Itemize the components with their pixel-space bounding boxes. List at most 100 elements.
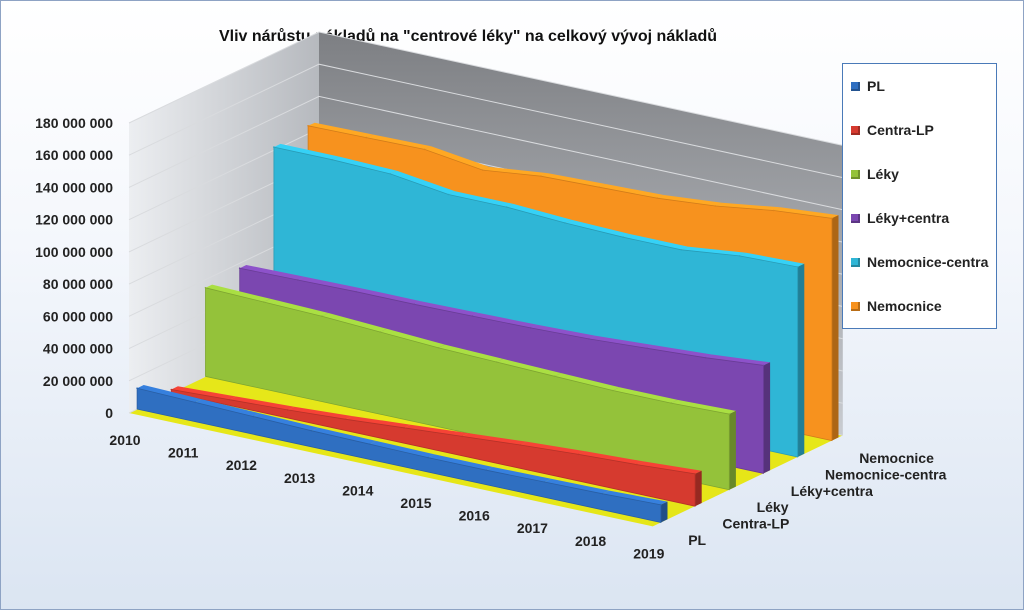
x-tick-label: 2011 [168, 445, 199, 461]
y-tick-label: 80 000 000 [43, 276, 113, 292]
data-point [636, 463, 638, 466]
chart-title: Vliv nárůstu nákladů na "centrové léky" … [219, 28, 717, 45]
data-point [519, 444, 522, 446]
legend: PL Centra-LP Léky Léky+centra Nemocnice-cent… [842, 63, 997, 329]
series-top-segment [681, 246, 747, 256]
data-point [772, 209, 775, 212]
data-point [355, 290, 357, 293]
series-PL [136, 385, 668, 523]
series-top-segment [345, 416, 411, 428]
series-top-segment [229, 396, 295, 410]
data-point [481, 169, 484, 171]
legend-swatch [851, 169, 860, 179]
data-point [427, 456, 429, 459]
data-point [612, 389, 614, 392]
data-point [365, 136, 368, 139]
series-top-segment [205, 284, 271, 302]
series-top-segment [578, 451, 644, 465]
data-point [505, 206, 508, 208]
y-tick-label: 20 000 000 [43, 373, 113, 389]
data-point [369, 443, 371, 446]
data-point [423, 148, 426, 151]
data-point [598, 186, 600, 188]
legend-item: Nemocnice [851, 298, 942, 314]
legend-label: Nemocnice [867, 298, 942, 314]
series-top-segment [544, 478, 610, 494]
data-point [331, 158, 333, 161]
series-top-segment [462, 433, 528, 445]
data-point [286, 409, 289, 411]
data-point [461, 435, 464, 438]
series-top-segment [540, 173, 606, 188]
y-tick-label: 140 000 000 [35, 179, 113, 195]
legend-item: Léky+centra [851, 210, 949, 226]
x-tick-label: 2013 [284, 470, 315, 486]
y-tick-label: 100 000 000 [35, 244, 113, 260]
data-point [553, 375, 556, 378]
data-point [738, 255, 741, 257]
series-top-segment [520, 441, 586, 455]
data-point [495, 361, 498, 363]
data-point [262, 301, 265, 303]
series-top-segment [414, 301, 480, 317]
series-top-segment [612, 387, 678, 404]
data-point [704, 356, 707, 359]
legend-label: Centra-LP [867, 122, 934, 138]
data-point [529, 327, 532, 329]
x-tick-label: 2017 [517, 520, 548, 536]
z-tick-label: Léky [757, 499, 789, 515]
data-point [588, 338, 590, 340]
data-point [204, 287, 207, 289]
legend-label: Léky [867, 166, 899, 182]
legend-swatch [851, 301, 860, 311]
data-point [485, 469, 488, 472]
series-top-segment [287, 406, 353, 420]
series-top-segment [438, 344, 504, 362]
series-top-segment [554, 373, 620, 391]
x-tick-label: 2016 [459, 508, 490, 524]
z-tick-label: Nemocnice [859, 450, 934, 466]
series-end-cap [660, 501, 668, 523]
data-point [307, 125, 309, 127]
data-point [796, 266, 799, 268]
series-top-segment [424, 146, 490, 171]
series-top-segment [506, 203, 572, 223]
data-point [389, 173, 392, 175]
data-point [345, 418, 347, 421]
series-top-segment [486, 467, 552, 482]
gridline [128, 95, 843, 211]
legend-swatch [851, 125, 860, 135]
series-top-segment [311, 427, 377, 445]
z-tick-label: Nemocnice-centra [825, 466, 947, 482]
x-tick-label: 2010 [109, 432, 140, 448]
series-top-segment [448, 191, 514, 208]
data-point [646, 347, 648, 350]
data-point [437, 347, 440, 349]
data-point [714, 205, 717, 207]
series-top-segment [472, 313, 538, 328]
series-top-segment [588, 335, 654, 349]
legend-item: Centra-LP [851, 122, 934, 138]
data-point [310, 430, 313, 432]
data-point [577, 453, 580, 456]
z-tick-label: Centra-LP [722, 516, 789, 532]
gridline [128, 63, 843, 179]
series-top-segment [404, 424, 469, 437]
y-tick-label: 40 000 000 [43, 341, 113, 357]
series-top-segment [496, 358, 562, 377]
series-top-segment [647, 345, 712, 358]
y-tick-label: 160 000 000 [35, 147, 113, 163]
data-point [728, 413, 731, 415]
x-tick-label: 2015 [400, 495, 431, 511]
series-end-cap [695, 470, 702, 507]
series-top-segment [705, 354, 771, 366]
data-point [194, 401, 197, 404]
series-top-segment [602, 490, 668, 505]
data-point [471, 315, 474, 317]
x-tick-label: 2019 [633, 545, 664, 561]
series-top-segment [773, 207, 839, 219]
data-point [252, 415, 255, 418]
data-point [297, 279, 299, 281]
y-tick-label: 120 000 000 [35, 212, 113, 228]
series-top-segment [599, 184, 664, 199]
